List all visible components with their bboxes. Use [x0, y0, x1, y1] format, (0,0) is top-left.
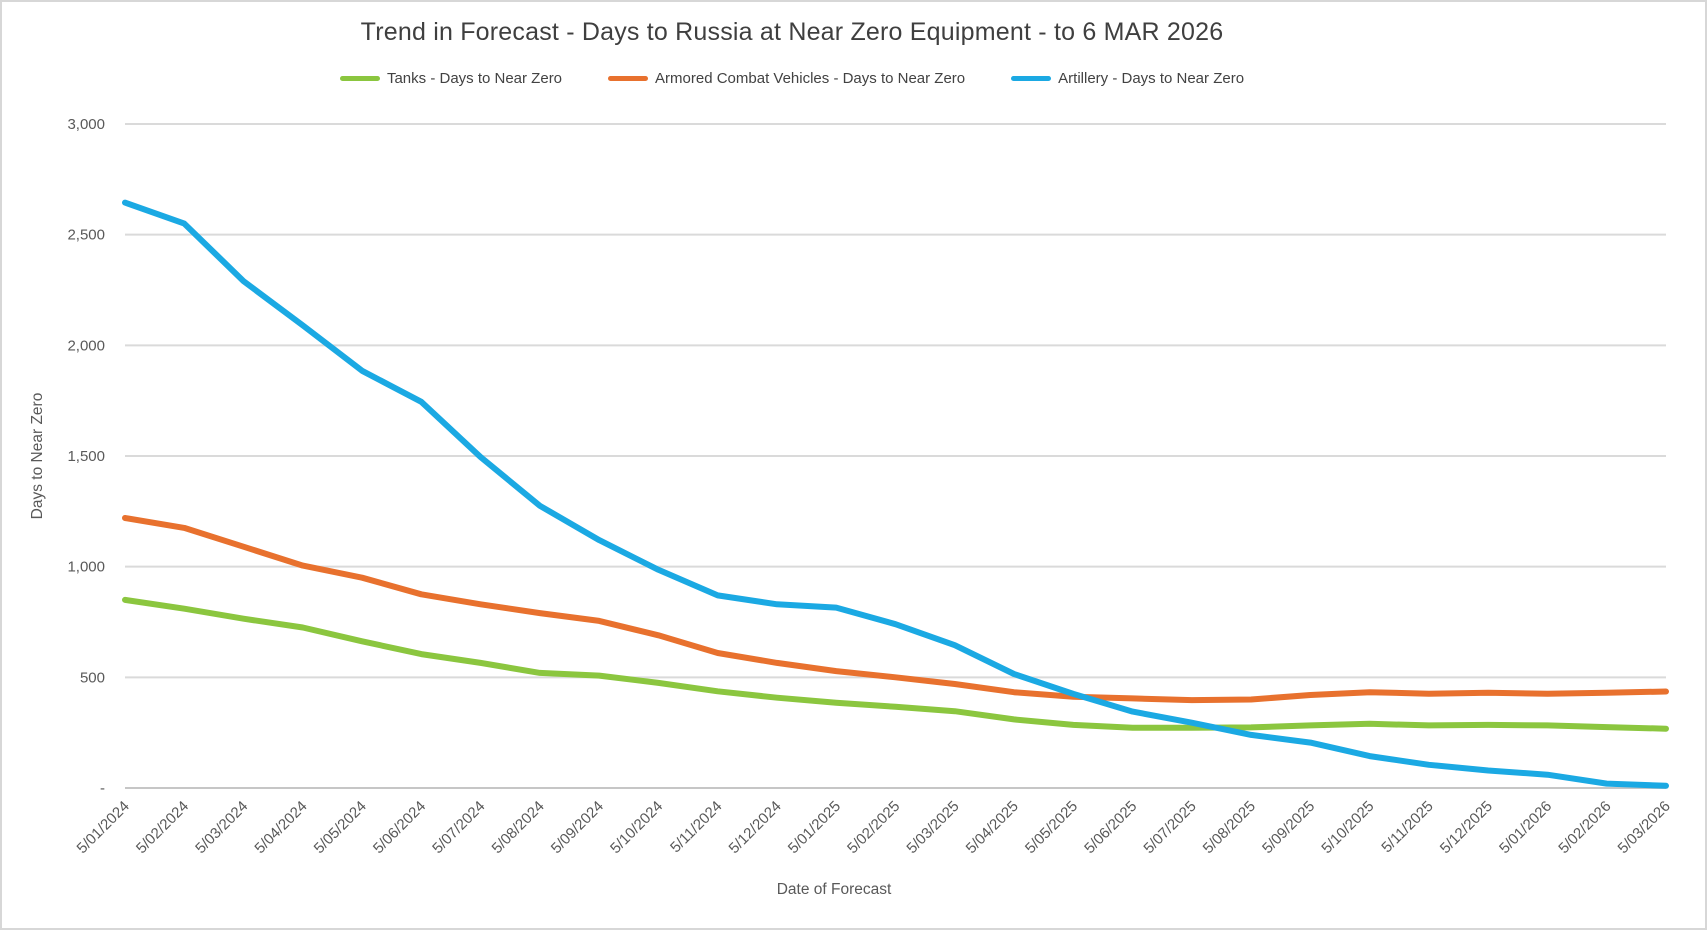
- y-axis-tick-label: 2,500: [67, 227, 105, 244]
- x-axis-tick-label: 5/03/2024: [192, 798, 251, 857]
- series-line-acv: [122, 515, 1669, 704]
- x-axis-tick-label: 5/07/2025: [1140, 798, 1199, 857]
- y-axis-tick-label: 2,000: [67, 337, 105, 354]
- legend-label-artillery: Artillery - Days to Near Zero: [1058, 70, 1245, 87]
- x-axis-tick-label: 5/05/2024: [311, 798, 370, 857]
- x-axis-tick-label: 5/08/2024: [489, 798, 548, 857]
- legend: Tanks - Days to Near Zero Armored Combat …: [2, 70, 1582, 87]
- y-axis-title: Days to Near Zero: [29, 393, 46, 520]
- legend-item-tanks: Tanks - Days to Near Zero: [339, 70, 563, 87]
- x-axis-tick-label: 5/04/2024: [251, 798, 310, 857]
- x-axis-tick-label: 5/09/2025: [1259, 798, 1318, 857]
- series-line-artillery: [122, 199, 1669, 789]
- x-axis-tick-label: 5/01/2026: [1496, 798, 1555, 857]
- legend-item-acv: Armored Combat Vehicles - Days to Near Z…: [608, 70, 965, 87]
- legend-label-acv: Armored Combat Vehicles - Days to Near Z…: [655, 70, 966, 87]
- x-axis-tick-label: 5/01/2024: [74, 798, 133, 857]
- y-axis-tick-label: 1,000: [67, 559, 105, 576]
- x-axis-tick-label: 5/06/2025: [1081, 798, 1140, 857]
- chart-title: Trend in Forecast - Days to Russia at Ne…: [360, 18, 1224, 46]
- x-axis-tick-label: 5/11/2025: [1378, 798, 1436, 856]
- x-axis-tick-label: 5/09/2024: [548, 798, 607, 857]
- x-axis-tick-label: 5/02/2025: [844, 798, 903, 857]
- x-axis-tick-label: 5/04/2025: [963, 798, 1022, 857]
- legend-swatch-tanks: [339, 76, 380, 81]
- x-axis-tick-label: 5/11/2024: [667, 798, 725, 856]
- x-axis-tick-label: 5/05/2025: [1022, 798, 1081, 857]
- legend-label-tanks: Tanks - Days to Near Zero: [386, 70, 563, 87]
- y-axis-tick-label: -: [100, 780, 105, 797]
- y-axis-tick-label: 1,500: [67, 448, 105, 465]
- x-axis-tick-label: 5/03/2026: [1615, 798, 1674, 857]
- x-axis-tick-label: 5/12/2025: [1437, 798, 1496, 857]
- x-axis-tick-label: 5/10/2024: [607, 798, 666, 857]
- x-axis-tick-label: 5/02/2026: [1555, 798, 1614, 857]
- y-axis-tick-label: 500: [80, 669, 105, 686]
- legend-item-artillery: Artillery - Days to Near Zero: [1011, 70, 1244, 87]
- series-line-tanks: [122, 596, 1669, 732]
- x-axis-tick-label: 5/03/2025: [903, 798, 962, 857]
- x-axis-tick-label: 5/06/2024: [370, 798, 429, 857]
- x-axis-tick-label: 5/02/2024: [133, 798, 192, 857]
- x-axis-title: Date of Forecast: [777, 881, 892, 898]
- x-axis-tick-label: 5/12/2024: [726, 798, 785, 857]
- x-axis-tick-label: 5/08/2025: [1200, 798, 1259, 857]
- legend-swatch-artillery: [1011, 76, 1052, 81]
- x-axis-tick-label: 5/07/2024: [429, 798, 488, 857]
- x-axis-tick-label: 5/10/2025: [1318, 798, 1377, 857]
- y-axis-tick-label: 3,000: [67, 116, 105, 133]
- x-axis-tick-label: 5/01/2025: [785, 798, 844, 857]
- legend-swatch-acv: [608, 76, 649, 81]
